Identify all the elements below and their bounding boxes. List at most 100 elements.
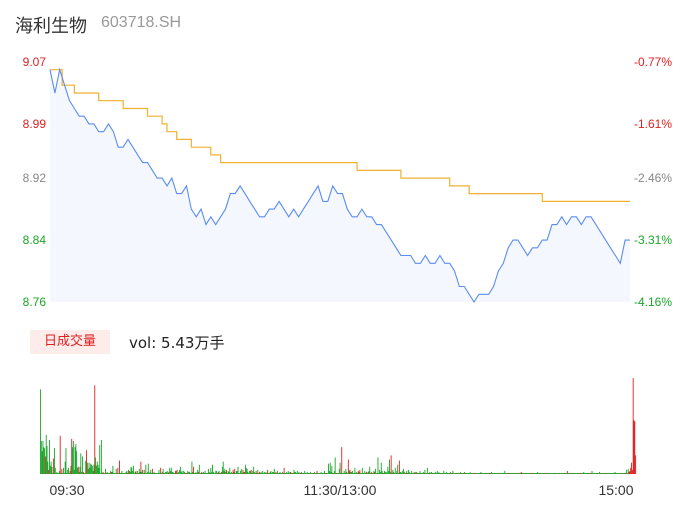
volume-bar bbox=[478, 472, 480, 474]
volume-bar bbox=[531, 472, 533, 474]
volume-bar bbox=[152, 472, 154, 474]
volume-bar bbox=[385, 471, 387, 474]
volume-bar bbox=[217, 471, 219, 474]
volume-bar bbox=[387, 466, 389, 474]
volume-bar bbox=[500, 472, 502, 474]
volume-bar bbox=[287, 470, 289, 474]
volume-bar bbox=[576, 472, 578, 474]
volume-bar bbox=[137, 472, 139, 474]
volume-bar bbox=[70, 465, 72, 474]
volume-bar bbox=[584, 472, 586, 474]
volume-bar bbox=[187, 470, 189, 474]
percent-axis: -0.77% -1.61% -2.46% -3.31% -4.16% bbox=[634, 55, 672, 309]
volume-bar bbox=[191, 461, 193, 474]
volume-bar bbox=[130, 466, 132, 474]
volume-bar bbox=[552, 472, 554, 474]
volume-bar bbox=[133, 465, 134, 474]
volume-bar bbox=[283, 467, 285, 474]
volume-bar bbox=[479, 472, 481, 474]
volume-bar bbox=[109, 472, 111, 474]
volume-bar bbox=[342, 472, 344, 474]
volume-bar bbox=[422, 471, 424, 474]
y-tick-label: 8.76 bbox=[23, 295, 47, 309]
volume-bar bbox=[634, 421, 636, 474]
volume-bar bbox=[344, 472, 346, 474]
volume-bar bbox=[73, 469, 75, 474]
volume-bar bbox=[551, 472, 553, 474]
volume-bar bbox=[197, 469, 199, 474]
volume-bar bbox=[223, 470, 225, 474]
volume-bar bbox=[72, 440, 74, 474]
volume-bar bbox=[482, 472, 483, 474]
volume-bar bbox=[49, 465, 51, 474]
volume-bar bbox=[190, 472, 192, 474]
volume-bar bbox=[313, 472, 315, 474]
volume-bar bbox=[290, 471, 292, 474]
volume-bar bbox=[232, 469, 234, 474]
volume-bar bbox=[425, 472, 427, 474]
volume-bar bbox=[151, 468, 153, 474]
volume-bar bbox=[284, 472, 286, 474]
volume-bar bbox=[119, 472, 121, 474]
volume-bar bbox=[475, 472, 477, 474]
volume-bar bbox=[432, 472, 434, 474]
volume-bar bbox=[410, 472, 412, 474]
volume-bar bbox=[450, 472, 452, 474]
volume-bar bbox=[291, 472, 293, 474]
volume-bar bbox=[117, 467, 119, 474]
volume-bar bbox=[90, 463, 92, 474]
volume-bar bbox=[507, 472, 509, 474]
volume-bar bbox=[312, 472, 314, 474]
volume-bar bbox=[402, 470, 404, 474]
volume-bar bbox=[623, 472, 625, 474]
volume-bar bbox=[237, 466, 239, 474]
volume-bar bbox=[409, 472, 411, 474]
volume-bar bbox=[389, 471, 391, 474]
volume-bar bbox=[447, 472, 449, 474]
volume-bar bbox=[384, 470, 385, 474]
volume-bar bbox=[510, 472, 511, 474]
volume-bar bbox=[445, 471, 447, 474]
volume-bar bbox=[115, 468, 117, 474]
volume-bar bbox=[81, 471, 83, 474]
volume-bar bbox=[264, 472, 266, 474]
volume-bar bbox=[619, 472, 621, 474]
volume-bar bbox=[288, 472, 290, 474]
volume-bar bbox=[445, 472, 446, 474]
volume-bar bbox=[174, 472, 176, 474]
volume-bar bbox=[559, 472, 561, 474]
volume-bar bbox=[281, 472, 283, 474]
volume-bar bbox=[477, 472, 479, 474]
volume-bar bbox=[298, 471, 300, 474]
volume-bar bbox=[395, 472, 397, 474]
volume-bar bbox=[566, 470, 568, 474]
volume-bar bbox=[235, 472, 236, 474]
volume-bar bbox=[64, 461, 66, 474]
volume-bar bbox=[612, 472, 614, 474]
volume-bar bbox=[431, 472, 433, 474]
volume-bar bbox=[490, 472, 492, 474]
volume-bar bbox=[150, 469, 152, 474]
volume-bar bbox=[538, 472, 539, 474]
volume-bar bbox=[129, 471, 131, 474]
volume-bar bbox=[415, 471, 417, 474]
volume-bar bbox=[562, 472, 564, 474]
volume-bar bbox=[426, 467, 428, 474]
volume-bar bbox=[608, 472, 610, 474]
volume-bar bbox=[102, 471, 104, 474]
volume-bar bbox=[509, 472, 511, 474]
volume-bar bbox=[235, 470, 237, 474]
percent-tick-label: -1.61% bbox=[634, 117, 672, 131]
volume-bar bbox=[156, 472, 157, 474]
volume-bar bbox=[49, 439, 50, 474]
volume-bar bbox=[258, 471, 260, 474]
volume-tag: 日成交量 bbox=[30, 330, 110, 354]
volume-bar bbox=[460, 472, 462, 474]
volume-bar bbox=[319, 472, 320, 474]
volume-bar bbox=[147, 471, 148, 474]
volume-bar bbox=[320, 471, 322, 474]
volume-bar bbox=[459, 471, 461, 474]
volume-bar bbox=[469, 471, 471, 474]
volume-bar bbox=[56, 471, 58, 474]
volume-bar bbox=[528, 472, 530, 474]
